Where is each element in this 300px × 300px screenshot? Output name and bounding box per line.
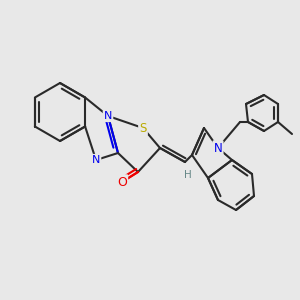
Text: H: H <box>184 170 192 180</box>
Text: O: O <box>117 176 127 188</box>
Text: N: N <box>92 155 100 165</box>
Text: S: S <box>139 122 147 134</box>
Text: N: N <box>104 111 112 121</box>
Text: N: N <box>214 142 222 154</box>
